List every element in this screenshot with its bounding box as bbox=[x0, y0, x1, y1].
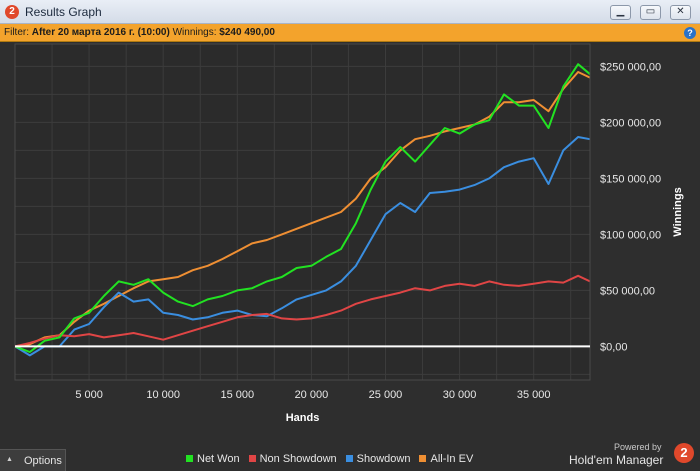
legend-label: Showdown bbox=[356, 453, 411, 465]
filter-bar: Filter: After 20 марта 2016 г. (10:00) W… bbox=[0, 24, 700, 42]
legend-item[interactable]: Non Showdown bbox=[248, 453, 337, 465]
x-tick-label: 30 000 bbox=[443, 389, 477, 401]
window-title: Results Graph bbox=[25, 5, 102, 19]
x-tick-label: 5 000 bbox=[75, 389, 103, 401]
x-tick-label: 15 000 bbox=[220, 389, 254, 401]
results-chart: 5 000 10 000 15 000 20 000 25 000 30 000 35 00… bbox=[0, 42, 700, 447]
legend-label: All-In EV bbox=[430, 453, 474, 465]
y-tick-label: $200 000,00 bbox=[600, 117, 661, 129]
filter-label: Filter: bbox=[4, 27, 29, 38]
filter-text: Filter: After 20 марта 2016 г. (10:00) W… bbox=[4, 27, 275, 38]
legend-swatch bbox=[345, 455, 353, 462]
legend-swatch bbox=[419, 455, 427, 462]
x-tick-label: 10 000 bbox=[146, 389, 180, 401]
y-tick-label: $100 000,00 bbox=[600, 229, 661, 241]
expand-arrow-icon: ▲ bbox=[6, 456, 13, 463]
y-tick-label: $0,00 bbox=[600, 341, 628, 353]
x-tick-label: 20 000 bbox=[295, 389, 329, 401]
brand-name: Hold'em Manager bbox=[569, 453, 664, 467]
close-button[interactable]: ✕ bbox=[670, 5, 691, 20]
y-tick-label: $250 000,00 bbox=[600, 61, 661, 73]
series-line-net-won bbox=[14, 63, 591, 353]
title-bar: 2 Results Graph ▁ ▭ ✕ bbox=[0, 0, 700, 24]
series-line-showdown bbox=[14, 136, 591, 357]
legend-label: Non Showdown bbox=[259, 453, 337, 465]
app-logo-icon: 2 bbox=[5, 5, 19, 19]
x-tick-label: 25 000 bbox=[369, 389, 403, 401]
y-axis-title: Winnings bbox=[672, 187, 684, 236]
powered-by-text: Powered by bbox=[614, 442, 662, 452]
minimize-button[interactable]: ▁ bbox=[610, 5, 631, 20]
legend-item[interactable]: Showdown bbox=[345, 453, 411, 465]
help-icon[interactable]: ? bbox=[684, 27, 696, 39]
legend-swatch bbox=[186, 455, 193, 462]
plot-frame bbox=[14, 43, 591, 381]
legend: Net Won Non Showdown Showdown All-In EV bbox=[186, 453, 482, 467]
winnings-label: Winnings: bbox=[172, 27, 217, 38]
series-layer bbox=[14, 63, 591, 357]
restore-button[interactable]: ▭ bbox=[640, 5, 661, 20]
winnings-value: $240 490,00 bbox=[219, 27, 275, 38]
legend-item[interactable]: All-In EV bbox=[419, 453, 473, 465]
legend-label: Net Won bbox=[197, 453, 240, 465]
x-tick-label: 35 000 bbox=[517, 389, 551, 401]
options-label: Options bbox=[24, 455, 62, 467]
options-button[interactable]: ▲ Options bbox=[0, 449, 66, 471]
series-line-non-showdown bbox=[14, 274, 591, 348]
x-axis-title: Hands bbox=[286, 412, 320, 424]
axes: 5 000 10 000 15 000 20 000 25 000 30 000 35 00… bbox=[14, 43, 661, 401]
plot-area bbox=[15, 44, 590, 380]
y-tick-label: $50 000,00 bbox=[600, 285, 655, 297]
legend-item[interactable]: Net Won bbox=[186, 453, 240, 465]
brand-logo-icon: 2 bbox=[674, 443, 694, 463]
y-tick-label: $150 000,00 bbox=[600, 173, 661, 185]
filter-value: After 20 марта 2016 г. (10:00) bbox=[31, 27, 170, 38]
legend-swatch bbox=[248, 455, 256, 462]
